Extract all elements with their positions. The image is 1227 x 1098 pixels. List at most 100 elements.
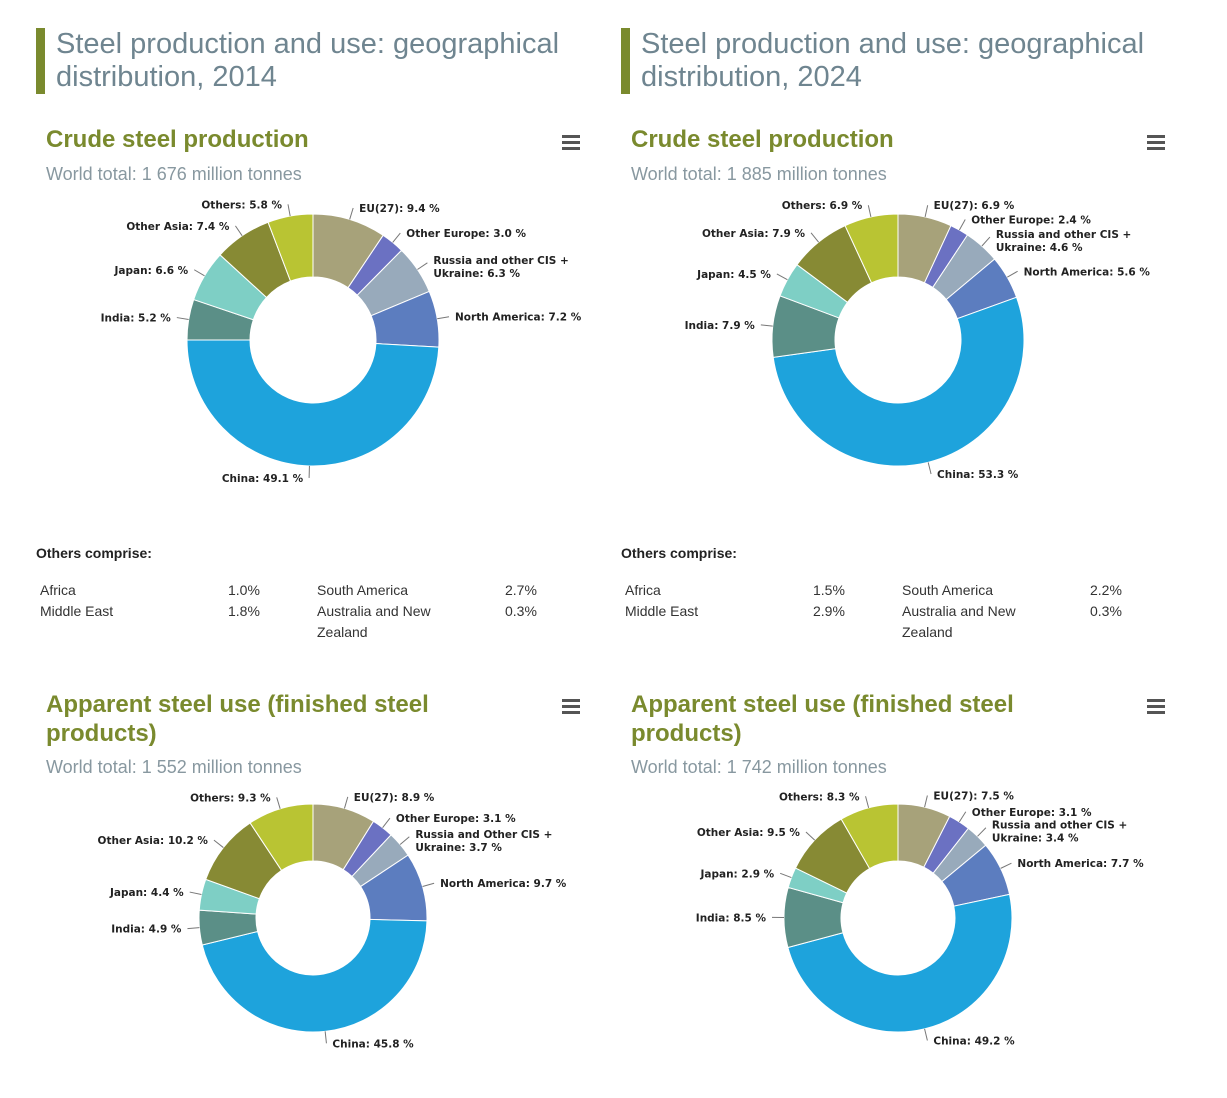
column-2014: Steel production and use: geographical d… [36, 0, 616, 1098]
production-chart-title: Crude steel production [631, 126, 894, 153]
label-japan: Japan: 4.4 % [109, 887, 184, 899]
slice-others[interactable] [840, 803, 899, 870]
label-eu-27: EU(27): 7.5 % [933, 790, 1014, 802]
label-japan: Japan: 4.5 % [696, 269, 771, 281]
connector-japan [776, 273, 788, 281]
production-chart-subtitle: World total: 1 885 million tonnes [631, 164, 887, 184]
page-heading: Steel production and use: geographical d… [621, 28, 1211, 94]
production-chart-subtitle: World total: 1 676 million tonnes [46, 164, 302, 184]
label-eu-27: EU(27): 6.9 % [934, 200, 1015, 212]
slice-others[interactable] [844, 213, 899, 284]
slice-others[interactable] [267, 213, 314, 282]
label-others: Others: 6.9 % [782, 200, 863, 212]
chart-menu-icon[interactable] [562, 135, 580, 150]
label-other-europe: Other Europe: 2.4 % [971, 214, 1091, 226]
connector-india [760, 324, 773, 327]
label-others: Others: 9.3 % [190, 792, 271, 804]
connector-north-america [437, 316, 450, 320]
slice-china[interactable] [787, 893, 1013, 1033]
slice-china[interactable] [186, 339, 440, 467]
label-other-asia: Other Asia: 9.5 % [697, 827, 801, 839]
production-donut-chart: EU(27): 9.4 % Other Europe: 3.0 % Russia a… [101, 199, 582, 485]
column-2024: Steel production and use: geographical d… [621, 0, 1201, 1098]
connector-others [276, 797, 281, 809]
label-other-asia: Other Asia: 7.9 % [702, 228, 806, 240]
label-india: India: 5.2 % [101, 313, 172, 325]
connector-russia-and-other-cis-ukraine [399, 836, 410, 845]
connector-india [176, 317, 189, 321]
slice-others[interactable] [249, 803, 314, 872]
others-name: Africa [625, 582, 661, 598]
connector-china [927, 462, 932, 475]
label-north-america: North America: 5.6 % [1024, 266, 1151, 278]
chart-menu-icon[interactable] [562, 699, 580, 714]
connector-other-europe [958, 219, 966, 231]
use-donut-chart: EU(27): 7.5 % Other Europe: 3.1 %Russia a… [696, 790, 1144, 1047]
connector-eu-27 [349, 207, 354, 220]
connector-russia-and-other-cis-ukraine [417, 262, 428, 270]
use-donut-chart: EU(27): 8.9 % Other Europe: 3.1 % Russia a… [98, 792, 567, 1050]
connector-others [867, 205, 872, 218]
use-chart-subtitle: World total: 1 742 million tonnes [631, 757, 887, 777]
others-name: Middle East [40, 603, 114, 619]
label-other-europe: Other Europe: 3.1 % [972, 807, 1092, 819]
others-value: 1.0% [228, 582, 260, 598]
connector-north-america [1000, 862, 1012, 869]
label-russia-and-other-cis-ukraine: Russia and Other CIS + Ukraine: 3.7 % [415, 829, 552, 854]
label-russia-and-other-cis-ukraine: Russia and other CIS + Ukraine: 3.4 % [992, 820, 1127, 845]
others-heading: Others comprise: [36, 545, 152, 561]
label-china: China: 45.8 % [332, 1038, 414, 1050]
label-north-america: North America: 7.7 % [1017, 858, 1144, 870]
label-north-america: North America: 7.2 % [455, 312, 582, 324]
label-china: China: 53.3 % [937, 469, 1019, 481]
others-value: 0.3% [505, 603, 537, 619]
others-table: Africa 1.0% South America 2.7% Middle Ea… [40, 580, 550, 640]
use-chart-title: Apparent steel use (finished steel produ… [631, 691, 1014, 747]
others-value: 0.3% [1090, 603, 1122, 619]
connector-north-america [422, 882, 435, 888]
label-japan: Japan: 6.6 % [114, 265, 189, 277]
others-value: 2.2% [1090, 582, 1122, 598]
connector-eu-27 [343, 796, 349, 809]
connector-other-europe [392, 232, 401, 243]
label-eu-27: EU(27): 8.9 % [354, 792, 435, 804]
connector-other-europe [382, 817, 391, 829]
label-other-europe: Other Europe: 3.0 % [406, 228, 526, 240]
connector-other-asia [805, 831, 816, 841]
connector-india [187, 927, 200, 930]
connector-russia-and-other-cis-ukraine [981, 236, 991, 247]
label-eu-27: EU(27): 9.4 % [359, 203, 440, 215]
connector-eu-27 [924, 795, 928, 808]
connector-others [865, 796, 870, 808]
others-value: 1.8% [228, 603, 260, 619]
label-other-asia: Other Asia: 10.2 % [98, 835, 209, 847]
chart-menu-icon[interactable] [1147, 135, 1165, 150]
connector-other-asia [213, 839, 224, 848]
use-chart-title: Apparent steel use (finished steel produ… [46, 691, 429, 747]
connector-china [324, 1031, 327, 1044]
others-row: Middle East 1.8% Australia and New Zeala… [40, 601, 550, 640]
connector-japan [193, 269, 205, 277]
slice-china[interactable] [201, 918, 428, 1033]
connector-other-asia [810, 232, 819, 243]
connector-north-america [1007, 270, 1018, 278]
label-india: India: 7.9 % [685, 320, 756, 332]
others-table: Africa 1.5% South America 2.2% Middle Ea… [625, 580, 1135, 640]
others-value: 2.9% [813, 603, 845, 619]
others-name: Australia and New Zealand [902, 603, 1016, 640]
others-name: South America [902, 582, 994, 598]
label-india: India: 4.9 % [111, 924, 182, 936]
others-name: Middle East [625, 603, 699, 619]
chart-menu-icon[interactable] [1147, 699, 1165, 714]
connector-other-europe [958, 811, 967, 823]
connector-others [287, 204, 291, 217]
label-russia-and-other-cis-ukraine: Russia and other CIS + Ukraine: 6.3 % [433, 255, 568, 280]
others-row: Africa 1.0% South America 2.7% [40, 580, 550, 601]
connector-other-asia [235, 225, 243, 237]
label-other-europe: Other Europe: 3.1 % [396, 813, 516, 825]
connector-eu-27 [924, 205, 929, 218]
label-china: China: 49.1 % [222, 473, 304, 485]
others-row: Middle East 2.9% Australia and New Zeala… [625, 601, 1135, 640]
slice-china[interactable] [772, 296, 1025, 467]
label-russia-and-other-cis-ukraine: Russia and other CIS + Ukraine: 4.6 % [996, 229, 1131, 254]
